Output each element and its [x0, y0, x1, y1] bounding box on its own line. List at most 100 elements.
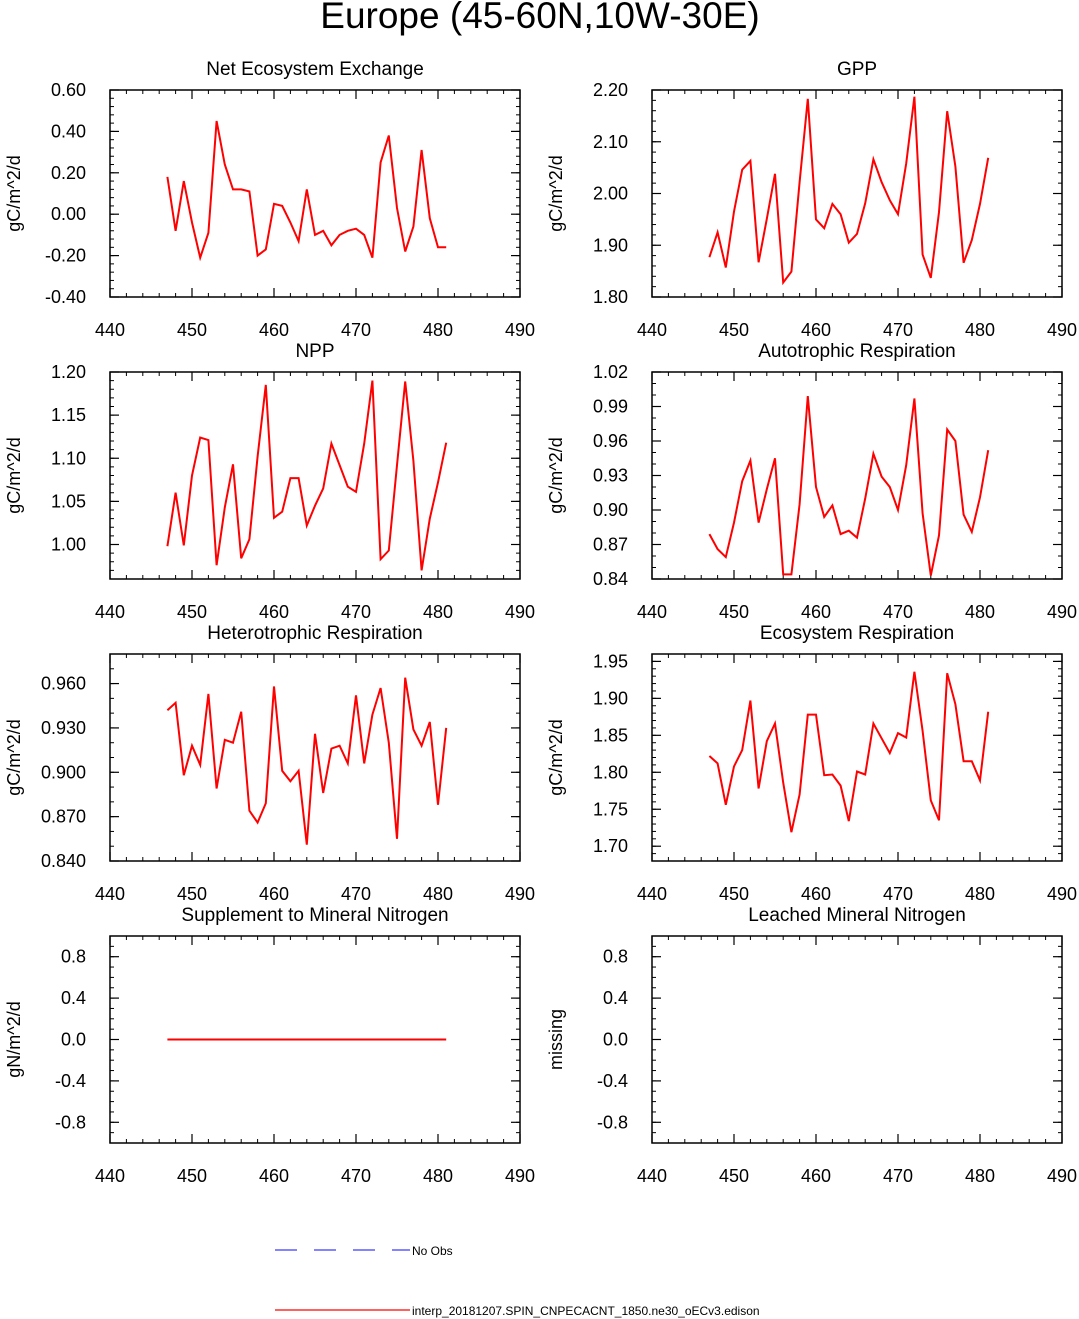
y-tick-label: 0.930 [41, 718, 86, 738]
panels: Net Ecosystem Exchange gC/m^2/d -0.40 -0.20… [4, 59, 1077, 1186]
x-tick-label: 480 [423, 320, 453, 340]
x-tick-label: 450 [177, 1166, 207, 1186]
x-tick-label: 440 [95, 602, 125, 622]
y-tick-label: -0.4 [597, 1071, 628, 1091]
y-axis-label: gC/m^2/d [4, 155, 24, 231]
panel-title: GPP [837, 59, 877, 80]
y-axis-label: gC/m^2/d [546, 155, 566, 231]
x-tick-label: 490 [1047, 884, 1077, 904]
figure-title: Europe (45-60N,10W-30E) [320, 0, 759, 36]
x-tick-label: 440 [637, 1166, 667, 1186]
y-tick-label: 0.99 [593, 397, 628, 417]
panel-title: NPP [295, 341, 334, 362]
y-tick-label: 1.75 [593, 799, 628, 819]
y-tick-label: 0.87 [593, 535, 628, 555]
x-tick-label: 480 [965, 884, 995, 904]
y-tick-label: 1.15 [51, 405, 86, 425]
y-tick-label: -0.8 [597, 1112, 628, 1132]
series-line [166, 380, 448, 571]
y-tick-label: 0.870 [41, 807, 86, 827]
series-line [708, 96, 990, 286]
x-tick-label: 470 [341, 1166, 371, 1186]
y-tick-label: 1.10 [51, 448, 86, 468]
x-tick-label: 440 [95, 884, 125, 904]
x-tick-label: 450 [719, 602, 749, 622]
x-tick-label: 490 [1047, 602, 1077, 622]
y-tick-label: 1.70 [593, 836, 628, 856]
y-axis-label: gC/m^2/d [4, 719, 24, 795]
x-tick-label: 460 [801, 602, 831, 622]
y-tick-label: 2.00 [593, 184, 628, 204]
plot-frame [651, 89, 1063, 298]
y-tick-label: 2.10 [593, 132, 628, 152]
x-tick-label: 490 [505, 884, 535, 904]
x-tick-label: 470 [341, 602, 371, 622]
series-line [166, 120, 447, 262]
y-tick-label: 0.4 [61, 988, 86, 1008]
chart-panel-3: Autotrophic Respiration gC/m^2/d 0.84 0.87 0… [546, 341, 1077, 622]
panel-title: Autotrophic Respiration [758, 341, 956, 362]
x-tick-label: 460 [259, 320, 289, 340]
y-tick-label: -0.20 [45, 246, 86, 266]
chart-panel-1: GPP gC/m^2/d 1.80 1.90 2.00 2.10 2.20 440 450 460… [546, 59, 1077, 340]
x-tick-label: 490 [1047, 1166, 1077, 1186]
x-tick-label: 440 [637, 320, 667, 340]
plot-frame [651, 653, 1063, 862]
x-tick-label: 460 [259, 1166, 289, 1186]
x-tick-label: 480 [965, 1166, 995, 1186]
panel-title: Ecosystem Respiration [760, 623, 954, 644]
y-tick-label: 2.20 [593, 80, 628, 100]
y-tick-label: 0.93 [593, 466, 628, 486]
legend-label-no-obs: No Obs [412, 1244, 453, 1258]
y-tick-label: 1.90 [593, 688, 628, 708]
y-tick-label: 0.90 [593, 500, 628, 520]
x-tick-label: 470 [883, 602, 913, 622]
x-tick-label: 480 [423, 602, 453, 622]
x-tick-label: 460 [801, 884, 831, 904]
y-tick-label: 0.40 [51, 121, 86, 141]
x-tick-label: 440 [95, 320, 125, 340]
x-tick-label: 440 [637, 602, 667, 622]
y-tick-label: 0.20 [51, 163, 86, 183]
panel-title: Net Ecosystem Exchange [206, 59, 424, 80]
chart-panel-6: Supplement to Mineral Nitrogen gN/m^2/d -0… [4, 905, 535, 1186]
plot-frame [109, 653, 521, 862]
x-tick-label: 490 [505, 320, 535, 340]
chart-panel-4: Heterotrophic Respiration gC/m^2/d 0.840 0.… [4, 623, 535, 904]
y-tick-label: 0.4 [603, 988, 628, 1008]
legend: No Obs interp_20181207.SPIN_CNPECACNT_18… [275, 1244, 760, 1318]
y-tick-label: 1.90 [593, 235, 628, 255]
y-tick-label: 0.84 [593, 569, 628, 589]
y-tick-label: 0.900 [41, 762, 86, 782]
plot-frame [109, 371, 521, 580]
y-tick-label: 1.80 [593, 762, 628, 782]
y-axis-label: missing [546, 1009, 566, 1070]
y-tick-label: 1.95 [593, 651, 628, 671]
chart-panel-7: Leached Mineral Nitrogen missing -0.8 -0.4 0… [546, 905, 1077, 1186]
series-line [166, 677, 448, 845]
chart-panel-2: NPP gC/m^2/d 1.00 1.05 1.10 1.15 1.20 440 450 460… [4, 341, 535, 622]
x-tick-label: 440 [637, 884, 667, 904]
plot-frame [651, 935, 1063, 1144]
y-tick-label: 1.00 [51, 535, 86, 555]
x-tick-label: 480 [965, 320, 995, 340]
y-tick-label: 0.8 [603, 947, 628, 967]
x-tick-label: 480 [965, 602, 995, 622]
x-tick-label: 490 [505, 1166, 535, 1186]
x-tick-label: 450 [719, 1166, 749, 1186]
x-tick-label: 460 [259, 602, 289, 622]
x-tick-label: 440 [95, 1166, 125, 1186]
y-axis-label: gN/m^2/d [4, 1001, 24, 1077]
y-axis-label: gC/m^2/d [546, 437, 566, 513]
y-tick-label: 1.85 [593, 725, 628, 745]
x-tick-label: 460 [801, 1166, 831, 1186]
y-tick-label: 0.840 [41, 851, 86, 871]
x-tick-label: 460 [801, 320, 831, 340]
x-tick-label: 460 [259, 884, 289, 904]
chart-panel-5: Ecosystem Respiration gC/m^2/d 1.70 1.75 1.8… [546, 623, 1077, 904]
y-tick-label: 0.0 [61, 1030, 86, 1050]
plot-frame [651, 371, 1063, 580]
y-tick-label: -0.40 [45, 287, 86, 307]
panel-title: Heterotrophic Respiration [207, 623, 422, 644]
